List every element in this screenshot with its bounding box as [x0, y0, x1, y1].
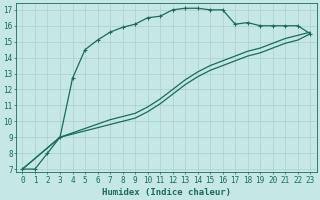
X-axis label: Humidex (Indice chaleur): Humidex (Indice chaleur)	[102, 188, 231, 197]
